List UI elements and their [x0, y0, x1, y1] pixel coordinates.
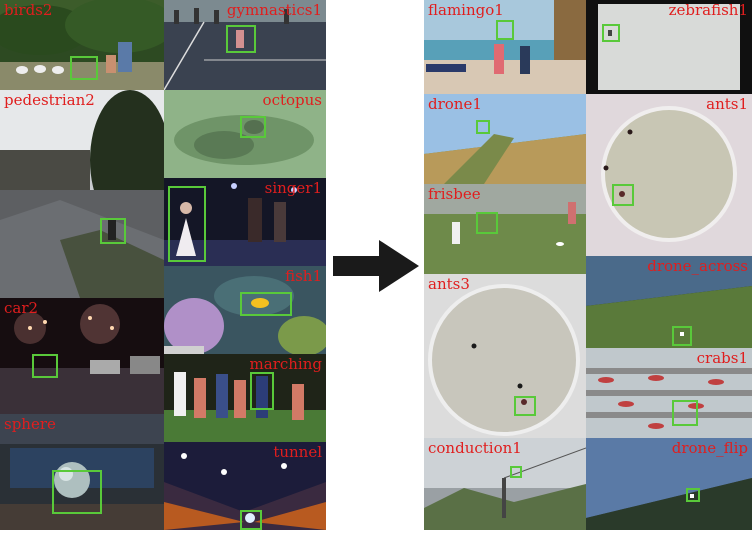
- scene-ants1: [586, 94, 752, 256]
- tile-conduction1: conduction1: [424, 438, 586, 530]
- scene-pedestrian2: [0, 90, 164, 298]
- bbox-birds2: [70, 56, 98, 80]
- label-zebrafish1: zebrafish1: [669, 2, 748, 18]
- bbox-drone_flip: [686, 488, 700, 502]
- bbox-ants3: [514, 396, 536, 416]
- bbox-octopus: [240, 116, 266, 138]
- tile-ants1: ants1: [586, 94, 752, 256]
- tile-singer1: singer1: [164, 178, 326, 266]
- bbox-drone1: [476, 120, 490, 134]
- tile-crabs1: crabs1: [586, 348, 752, 438]
- label-car2: car2: [4, 300, 38, 316]
- bbox-frisbee: [476, 212, 498, 234]
- tile-frisbee: frisbee: [424, 184, 586, 274]
- label-flamingo1: flamingo1: [428, 2, 504, 18]
- bbox-car2: [32, 354, 58, 378]
- tile-drone_flip: drone_flip: [586, 438, 752, 530]
- bbox-tunnel: [240, 510, 262, 530]
- bbox-fish1: [240, 292, 292, 316]
- tile-drone_across: drone_across: [586, 256, 752, 348]
- bbox-sphere: [52, 470, 102, 514]
- tile-sphere: sphere: [0, 414, 164, 530]
- bbox-gymnastics1: [226, 25, 256, 53]
- tile-car2: car2: [0, 298, 164, 414]
- tile-birds2: birds2: [0, 0, 164, 90]
- tile-octopus: octopus: [164, 90, 326, 178]
- bbox-crabs1: [672, 400, 698, 426]
- label-singer1: singer1: [265, 180, 322, 196]
- bbox-conduction1: [510, 466, 522, 478]
- tile-pedestrian2: pedestrian2: [0, 90, 164, 298]
- tile-zebrafish1: zebrafish1: [586, 0, 752, 94]
- tile-tunnel: tunnel: [164, 442, 326, 530]
- label-ants1: ants1: [706, 96, 748, 112]
- bbox-flamingo1: [496, 20, 514, 40]
- label-pedestrian2: pedestrian2: [4, 92, 95, 108]
- tile-fish1: fish1: [164, 266, 326, 354]
- label-fish1: fish1: [285, 268, 322, 284]
- label-tunnel: tunnel: [273, 444, 322, 460]
- bbox-singer1: [168, 186, 206, 262]
- arrow-right-icon: [333, 240, 419, 292]
- label-gymnastics1: gymnastics1: [227, 2, 322, 18]
- label-drone_flip: drone_flip: [672, 440, 748, 456]
- label-octopus: octopus: [263, 92, 322, 108]
- bbox-pedestrian2: [100, 218, 126, 244]
- label-crabs1: crabs1: [697, 350, 748, 366]
- bbox-marching: [250, 372, 274, 410]
- scene-ants3: [424, 274, 586, 438]
- label-marching: marching: [250, 356, 322, 372]
- label-birds2: birds2: [4, 2, 52, 18]
- bbox-zebrafish1: [602, 24, 620, 42]
- bbox-drone_across: [672, 326, 692, 346]
- tile-gymnastics1: gymnastics1: [164, 0, 326, 90]
- label-sphere: sphere: [4, 416, 56, 432]
- label-drone1: drone1: [428, 96, 482, 112]
- label-drone_across: drone_across: [647, 258, 748, 274]
- tile-ants3: ants3: [424, 274, 586, 438]
- tile-marching: marching: [164, 354, 326, 442]
- bbox-ants1: [612, 184, 634, 206]
- label-ants3: ants3: [428, 276, 470, 292]
- label-frisbee: frisbee: [428, 186, 481, 202]
- label-conduction1: conduction1: [428, 440, 522, 456]
- tile-flamingo1: flamingo1: [424, 0, 586, 94]
- tile-drone1: drone1: [424, 94, 586, 184]
